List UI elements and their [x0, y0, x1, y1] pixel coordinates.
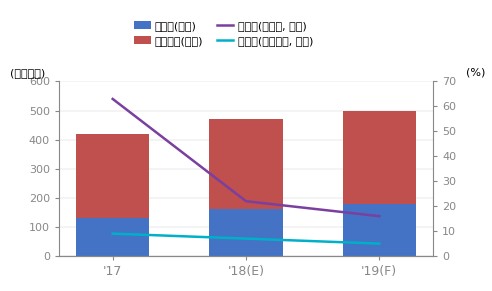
Bar: [76, 218, 150, 256]
Bar: [209, 209, 283, 256]
Text: (%): (%): [466, 68, 485, 78]
Bar: [342, 111, 416, 204]
Bar: [209, 119, 283, 209]
Text: (십억달러): (십억달러): [10, 68, 46, 78]
Legend: 메모리(좌축), 비메모리(좌축), 증감율(메모리, 우축), 증감율(비메모리, 우축): 메모리(좌축), 비메모리(좌축), 증감율(메모리, 우축), 증감율(비메모…: [134, 21, 313, 46]
Bar: [342, 204, 416, 256]
Bar: [76, 134, 150, 218]
